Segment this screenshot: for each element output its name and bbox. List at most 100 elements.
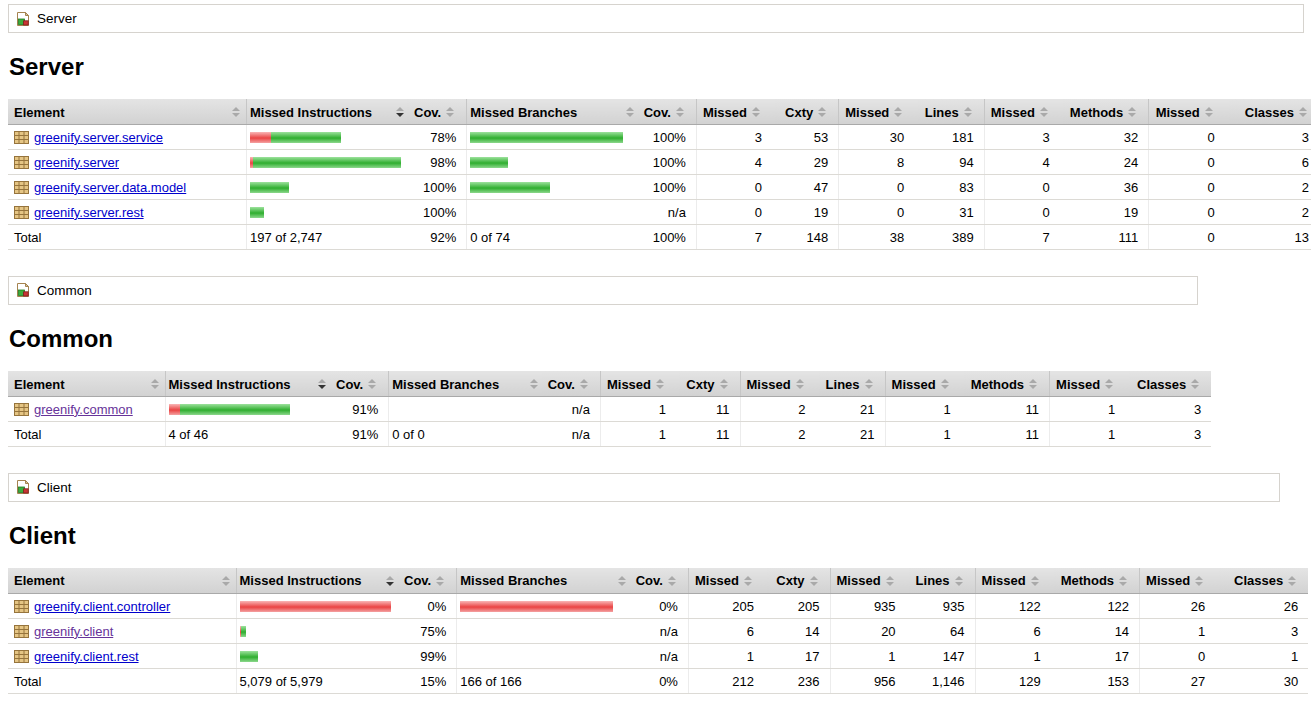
column-header-cov[interactable]: Cov.	[638, 99, 697, 124]
column-header-missed[interactable]: Missed	[688, 568, 768, 593]
cxty-cell: 17	[768, 643, 830, 668]
column-header-element[interactable]: Element	[8, 568, 236, 593]
column-header-missed[interactable]: Missed	[839, 99, 919, 124]
table-row: greenify.client.controller0%0%2052059359…	[8, 593, 1308, 618]
instructions-coverage-cell: 91%	[330, 396, 389, 421]
column-header-missed-branches[interactable]: Missed Branches	[389, 371, 542, 396]
column-header-missed-branches[interactable]: Missed Branches	[467, 99, 638, 124]
methods-cell: 11	[965, 421, 1050, 446]
column-header-missed[interactable]: Missed	[975, 568, 1055, 593]
column-header-missed[interactable]: Missed	[740, 371, 820, 396]
header-label-wrap: Cxty	[774, 573, 820, 588]
column-header-cov[interactable]: Cov.	[630, 568, 689, 593]
column-header-missed-instructions[interactable]: Missed Instructions	[165, 371, 330, 396]
coverage-bar	[470, 157, 635, 168]
sort-icon	[222, 576, 230, 586]
table-row: greenify.server98%100%42989442406	[8, 149, 1311, 174]
column-header-element[interactable]: Element	[8, 371, 165, 396]
element-wrap: greenify.server.rest	[14, 205, 242, 220]
header-label-wrap: Missed	[1056, 377, 1115, 392]
missed-classes-cell: 1	[1050, 396, 1130, 421]
column-header-cxty[interactable]: Cxty	[776, 99, 839, 124]
package-link[interactable]: greenify.server.rest	[34, 205, 144, 220]
sort-icon	[720, 379, 728, 389]
sort-icon	[1105, 379, 1113, 389]
column-header-missed[interactable]: Missed	[984, 99, 1064, 124]
column-label: Missed Instructions	[240, 573, 362, 588]
column-header-lines[interactable]: Lines	[910, 568, 975, 593]
column-header-methods[interactable]: Methods	[1064, 99, 1149, 124]
column-header-methods[interactable]: Methods	[965, 371, 1050, 396]
coverage-bar-cell	[246, 174, 408, 199]
coverage-bar-cell	[236, 593, 398, 618]
column-header-classes[interactable]: Classes	[1129, 371, 1211, 396]
missed-cxty-cell: 205	[688, 593, 768, 618]
column-header-element[interactable]: Element	[8, 99, 246, 124]
column-header-missed[interactable]: Missed	[1050, 371, 1130, 396]
missed-cxty-cell: 0	[696, 199, 776, 224]
branches-coverage-cell: n/a	[638, 199, 697, 224]
missed-classes-cell: 0	[1140, 643, 1220, 668]
package-link[interactable]: greenify.common	[34, 402, 133, 417]
column-label: Missed	[837, 573, 881, 588]
column-header-missed[interactable]: Missed	[885, 371, 965, 396]
missed-lines-cell: 20	[830, 618, 910, 643]
classes-cell: 2	[1229, 199, 1311, 224]
total-branches-cell: 166 of 166	[457, 668, 630, 693]
instructions-coverage-cell: 100%	[408, 174, 467, 199]
element-cell: greenify.server.rest	[8, 199, 246, 224]
header-label-wrap: Missed Branches	[470, 105, 635, 120]
column-header-cov[interactable]: Cov.	[398, 568, 457, 593]
package-link[interactable]: greenify.server	[34, 155, 119, 170]
missed-lines-cell: 30	[839, 124, 919, 149]
cxty-cell: 47	[776, 174, 839, 199]
breadcrumb: Server	[8, 4, 1304, 33]
column-header-lines[interactable]: Lines	[918, 99, 984, 124]
missed-methods-cell: 129	[975, 668, 1055, 693]
coverage-bar-red	[250, 132, 271, 143]
column-header-classes[interactable]: Classes	[1229, 99, 1311, 124]
column-header-missed[interactable]: Missed	[830, 568, 910, 593]
lines-cell: 31	[918, 199, 984, 224]
package-link[interactable]: greenify.client.controller	[34, 599, 170, 614]
column-header-cxty[interactable]: Cxty	[768, 568, 830, 593]
sort-icon	[1205, 107, 1213, 117]
column-header-missed-branches[interactable]: Missed Branches	[457, 568, 630, 593]
lines-cell: 21	[820, 396, 885, 421]
column-header-missed-instructions[interactable]: Missed Instructions	[246, 99, 408, 124]
header-label-wrap: Missed	[1155, 105, 1214, 120]
package-icon	[14, 181, 29, 194]
column-header-missed[interactable]: Missed	[600, 371, 680, 396]
classes-cell: 1	[1219, 643, 1308, 668]
column-header-cov[interactable]: Cov.	[330, 371, 389, 396]
column-label: Missed	[991, 105, 1035, 120]
missed-methods-cell: 0	[984, 174, 1064, 199]
package-link[interactable]: greenify.server.data.model	[34, 180, 186, 195]
table-row: greenify.client75%n/a614206461413	[8, 618, 1308, 643]
column-header-lines[interactable]: Lines	[820, 371, 885, 396]
header-label-wrap: Missed	[695, 573, 754, 588]
breadcrumb-label: Server	[37, 11, 77, 26]
missed-methods-cell: 6	[975, 618, 1055, 643]
coverage-bar-green	[180, 404, 290, 415]
classes-cell: 30	[1219, 668, 1308, 693]
column-header-missed[interactable]: Missed	[1140, 568, 1220, 593]
column-header-missed-instructions[interactable]: Missed Instructions	[236, 568, 398, 593]
column-header-cov[interactable]: Cov.	[542, 371, 601, 396]
package-icon	[14, 206, 29, 219]
sort-icon	[1040, 107, 1048, 117]
column-label: Lines	[826, 377, 860, 392]
package-link[interactable]: greenify.client	[34, 624, 113, 639]
column-header-missed[interactable]: Missed	[696, 99, 776, 124]
column-label: Cov.	[336, 377, 363, 392]
column-header-missed[interactable]: Missed	[1149, 99, 1229, 124]
package-link[interactable]: greenify.client.rest	[34, 649, 139, 664]
package-link[interactable]: greenify.server.service	[34, 130, 163, 145]
column-header-methods[interactable]: Methods	[1055, 568, 1140, 593]
column-header-classes[interactable]: Classes	[1219, 568, 1308, 593]
column-header-cov[interactable]: Cov.	[408, 99, 467, 124]
column-header-cxty[interactable]: Cxty	[680, 371, 740, 396]
instructions-coverage-cell: 15%	[398, 668, 457, 693]
sort-icon	[318, 379, 326, 389]
element-cell: greenify.client.rest	[8, 643, 236, 668]
